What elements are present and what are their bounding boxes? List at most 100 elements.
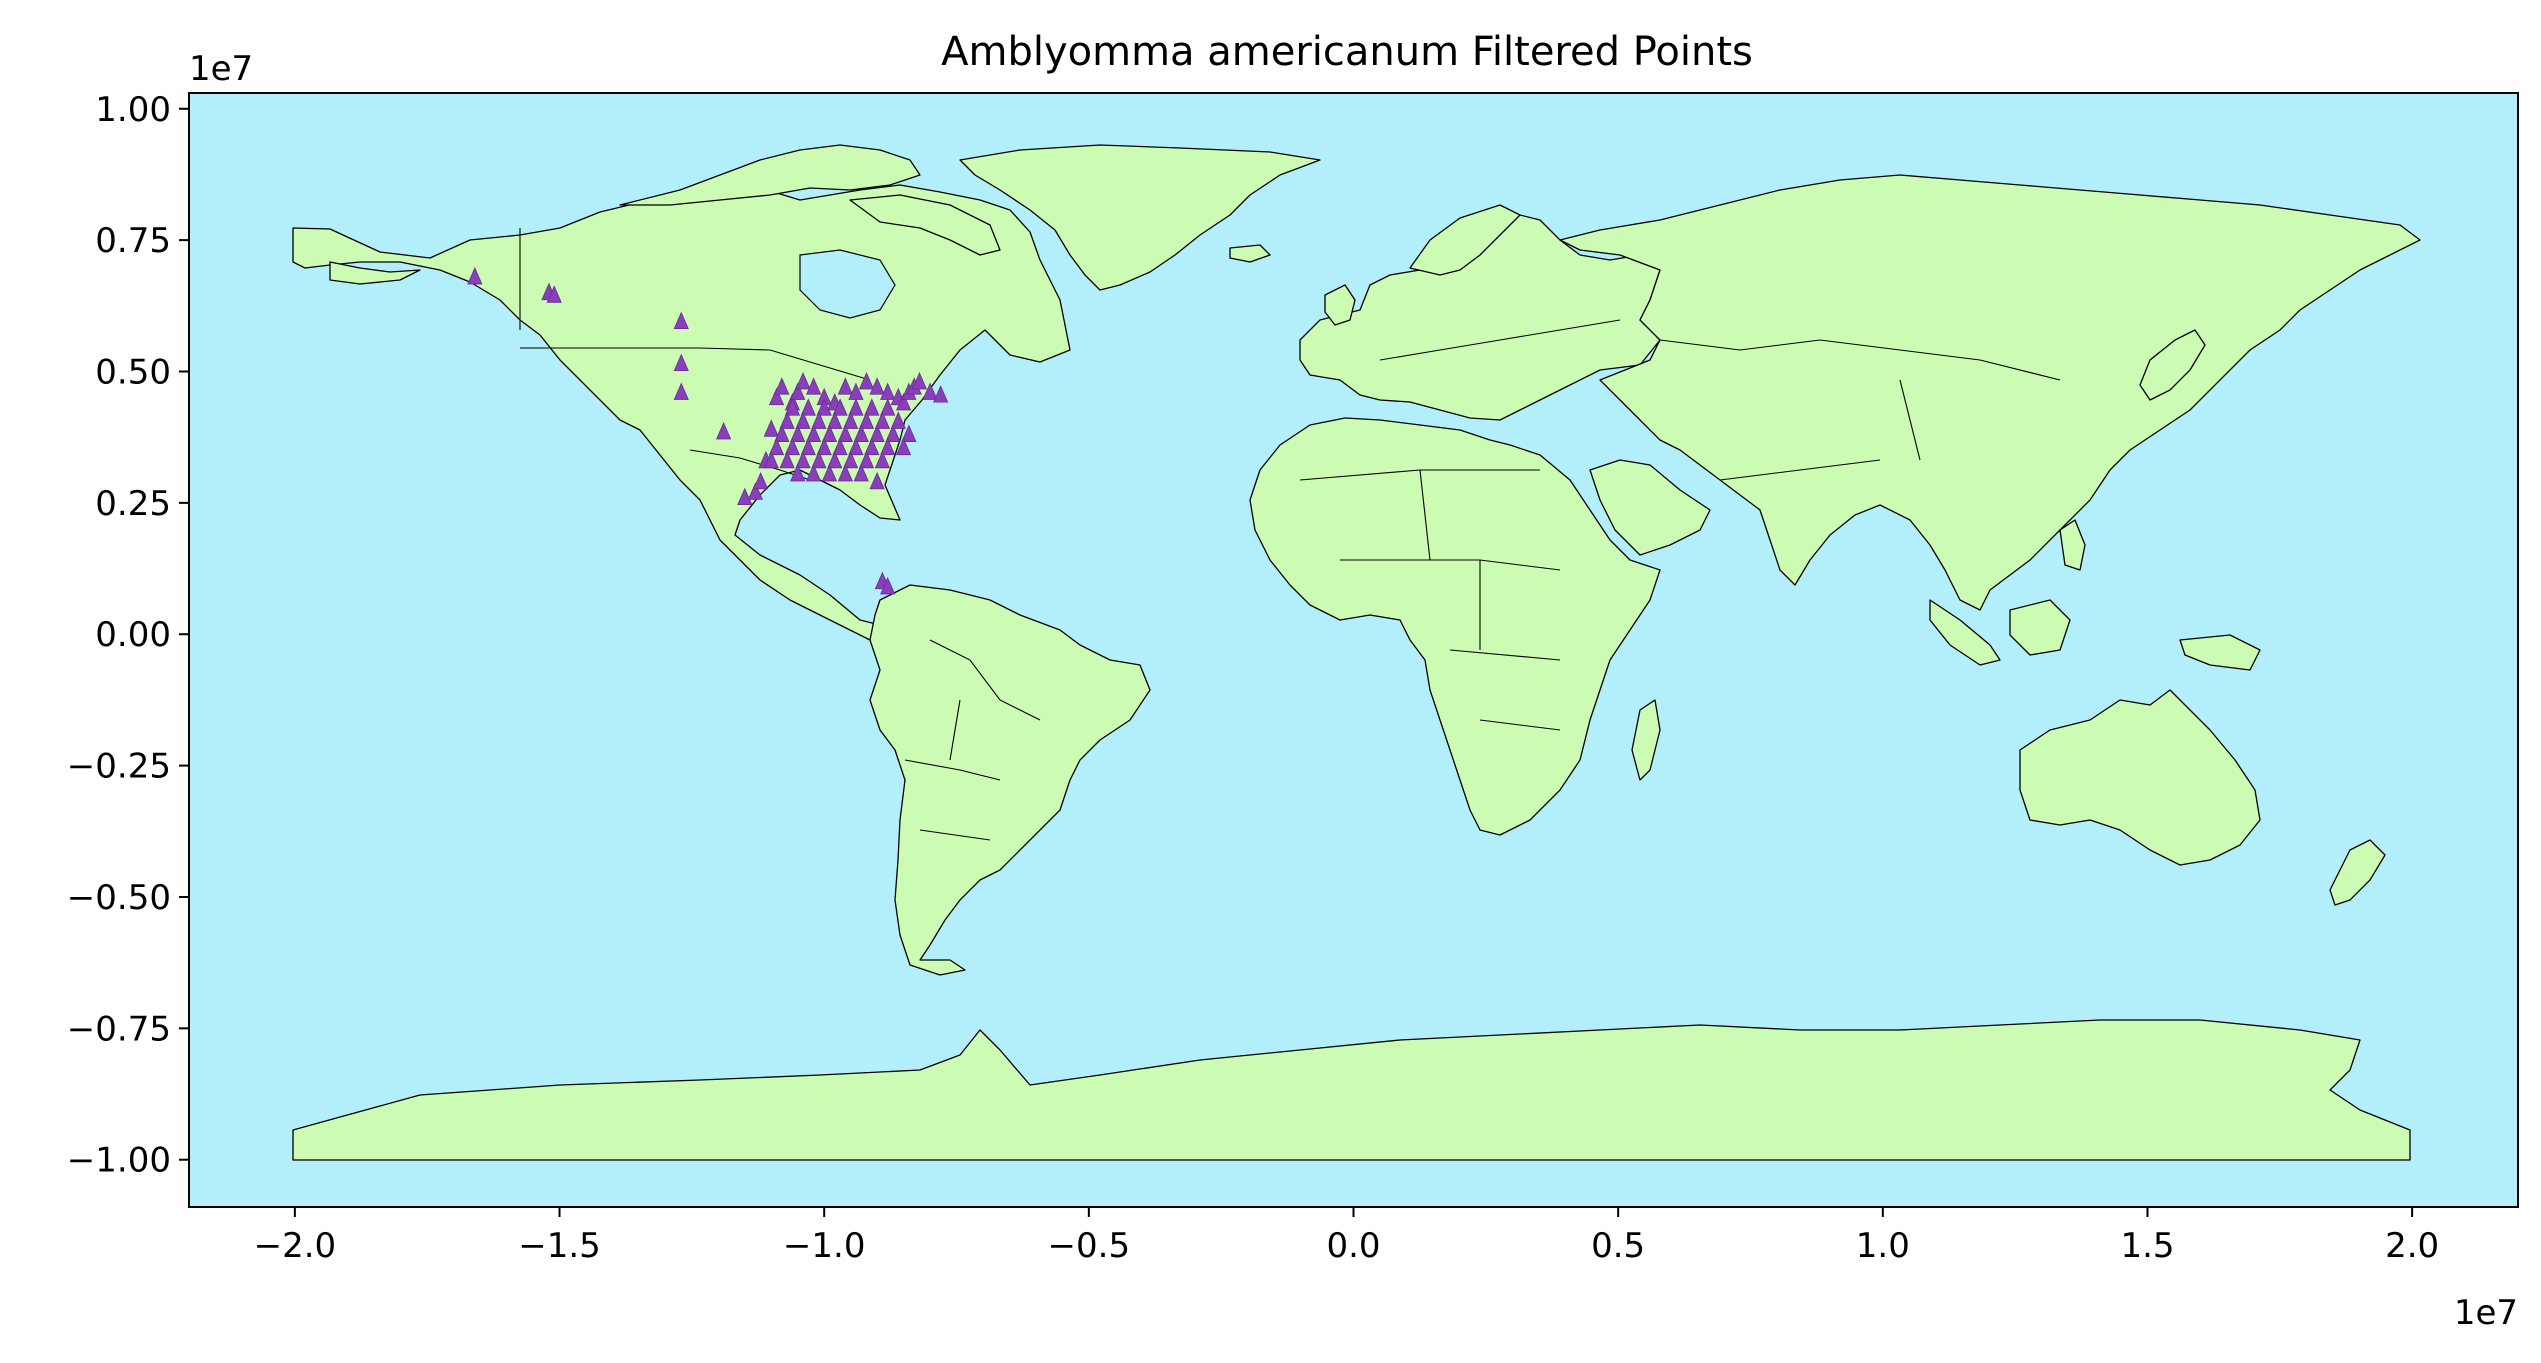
occurrence-point	[768, 437, 785, 456]
occurrence-point	[816, 437, 832, 456]
occurrence-point	[827, 450, 843, 469]
scandinavia	[1409, 204, 1521, 276]
occurrence-point	[869, 377, 885, 395]
occurrence-point	[853, 463, 869, 482]
x-tick-label: 1.5	[2120, 1226, 2174, 1266]
occurrence-point	[832, 437, 848, 456]
japan-islands	[2139, 329, 2206, 401]
occurrence-point	[763, 419, 779, 437]
x-tick-label: −2.0	[254, 1226, 337, 1266]
occurrence-point	[848, 398, 864, 416]
occurrence-point	[790, 463, 806, 482]
y-tick-label: 0.00	[95, 615, 171, 655]
occurrence-point	[805, 424, 822, 442]
new-guinea-island	[2179, 634, 2261, 671]
occurrence-point	[753, 471, 769, 490]
occurrence-point	[790, 382, 806, 400]
y-tick-label: −0.25	[67, 747, 171, 787]
canadian-archipelago	[619, 144, 921, 206]
y-axis-offset-label: 1e7	[189, 49, 253, 89]
occurrence-point	[737, 487, 753, 506]
occurrence-point	[715, 421, 732, 440]
occurrence-point	[848, 437, 864, 456]
x-axis-offset-label: 1e7	[2454, 1293, 2518, 1333]
occurrence-point	[546, 285, 562, 303]
occurrence-point	[885, 424, 901, 442]
occurrence-point	[843, 450, 859, 469]
occurrence-point	[795, 411, 811, 429]
antarctica-landmass	[292, 1019, 2411, 1161]
occurrence-point	[880, 576, 896, 595]
occurrence-point	[864, 398, 880, 416]
occurrence-point	[811, 450, 827, 469]
occurrence-point	[774, 377, 790, 395]
x-axis: −2.0 −1.5 −1.0 −0.5 0.0 0.5 1.0 1.5 2.0	[254, 1207, 2439, 1266]
occurrence-point	[853, 424, 869, 442]
occurrence-point	[768, 387, 785, 406]
south-america-borders	[904, 639, 1041, 841]
africa-borders	[1299, 469, 1561, 731]
y-tick-label: 0.25	[95, 484, 171, 524]
asia-landmass	[1559, 174, 2421, 611]
x-tick-label: 0.5	[1591, 1226, 1645, 1266]
occurrence-point	[790, 424, 806, 442]
y-tick-label: −0.50	[67, 878, 171, 918]
occurrence-point	[874, 450, 891, 469]
x-tick-label: 2.0	[2385, 1226, 2439, 1266]
occurrence-point	[858, 450, 875, 469]
occurrence-point	[901, 424, 917, 442]
occurrence-point	[843, 411, 859, 429]
new-zealand-islands	[2329, 839, 2386, 906]
map-land	[292, 144, 2421, 1161]
points-layer	[467, 266, 949, 595]
occurrence-point	[895, 393, 912, 411]
y-tick-label: −1.00	[67, 1141, 171, 1181]
occurrence-point	[805, 377, 822, 395]
us-canada-border	[520, 347, 871, 381]
occurrence-point	[784, 437, 801, 456]
philippines-islands	[2059, 519, 2086, 571]
arabian-peninsula	[1589, 459, 1711, 556]
y-tick-label: −0.75	[67, 1009, 171, 1049]
occurrence-point	[779, 411, 795, 429]
greenland-landmass	[959, 144, 1321, 291]
occurrence-point	[673, 353, 689, 372]
occurrence-point	[895, 437, 912, 456]
y-tick-label: 1.00	[95, 90, 171, 130]
occurrence-point	[816, 398, 832, 416]
chart-title: Amblyomma americanum Filtered Points	[941, 29, 1753, 75]
occurrence-point	[858, 411, 875, 429]
occurrence-point	[795, 372, 811, 390]
x-tick-label: 1.0	[1856, 1226, 1910, 1266]
occurrence-point	[827, 411, 843, 429]
occurrence-point	[890, 411, 906, 429]
occurrence-point	[800, 398, 816, 416]
y-axis: 1.00 0.75 0.50 0.25 0.00 −0.25 −0.50 −0.75 −1.00	[67, 90, 189, 1181]
occurrence-point	[837, 424, 853, 442]
x-tick-label: 0.0	[1326, 1226, 1380, 1266]
occurrence-point	[858, 372, 875, 390]
occurrence-point	[874, 411, 891, 429]
occurrence-point	[673, 311, 689, 329]
occurrence-point	[821, 463, 838, 482]
occurrence-point	[800, 437, 816, 456]
y-tick-label: 0.50	[95, 353, 171, 393]
baffin-island	[849, 194, 1001, 256]
iceland-landmass	[1229, 244, 1271, 263]
occurrence-point	[837, 463, 853, 482]
occurrence-point	[911, 372, 928, 390]
occurrence-point	[784, 398, 801, 416]
hudson-bay-water	[799, 249, 896, 319]
occurrence-point	[763, 450, 779, 469]
occurrence-point	[880, 437, 896, 456]
occurrence-point	[673, 382, 689, 400]
occurrence-point	[467, 266, 483, 285]
south-america-landmass	[869, 584, 1151, 976]
x-tick-label: −0.5	[1048, 1226, 1131, 1266]
british-isles	[1324, 284, 1356, 326]
occurrence-point	[837, 377, 853, 395]
occurrence-point	[933, 385, 949, 403]
x-tick-label: −1.0	[783, 1226, 866, 1266]
madagascar-landmass	[1631, 699, 1661, 781]
